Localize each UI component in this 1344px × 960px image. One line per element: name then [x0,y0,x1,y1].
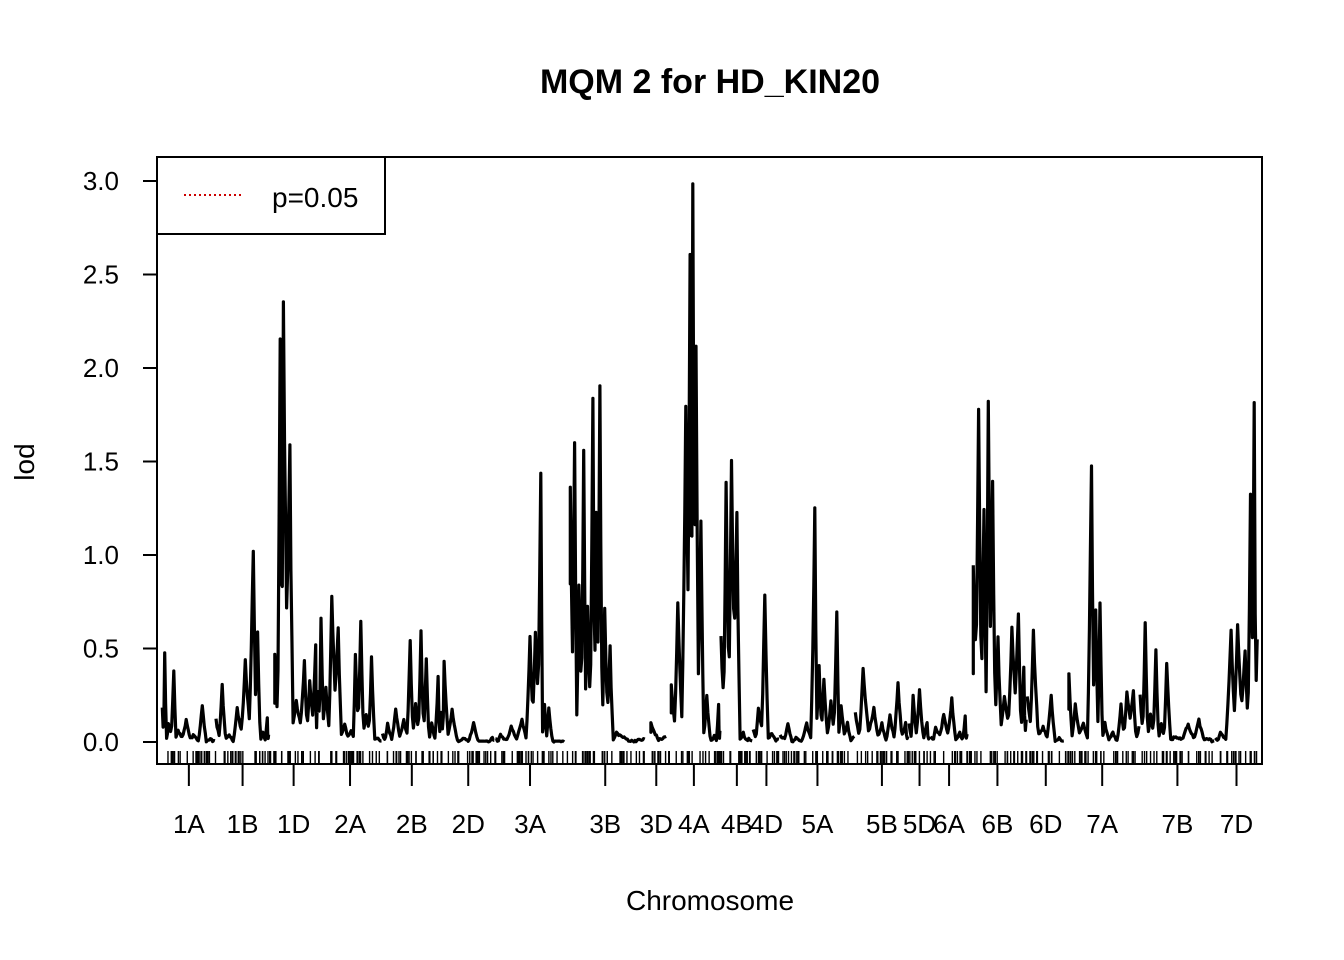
y-tick-label: 1.0 [83,540,119,570]
y-tick-label: 1.5 [83,447,119,477]
x-tick-label-4A: 4A [678,809,710,839]
x-tick-label-2A: 2A [334,809,366,839]
x-tick-label-1A: 1A [173,809,205,839]
x-tick-label-7A: 7A [1086,809,1118,839]
x-tick-label-1B: 1B [227,809,259,839]
y-tick-label: 2.0 [83,353,119,383]
x-tick-label-6D: 6D [1029,809,1062,839]
lod-curve-5B [853,666,910,742]
lod-curve-7A [1067,464,1141,742]
lod-curve-4A [669,182,722,743]
lod-curve-4B [719,458,753,743]
marker-rug [167,751,1258,763]
lod-curve-3B [568,384,646,744]
y-axis-title: lod [9,443,40,480]
lod-curve-5D [907,688,932,741]
x-tick-label-6A: 6A [933,809,965,839]
chart-title: MQM 2 for HD_KIN20 [540,63,880,101]
y-tick-label: 0.5 [83,634,119,664]
x-tick-label-7B: 7B [1162,809,1194,839]
y-tick-label: 3.0 [83,166,119,196]
lod-curve-2B [380,629,443,741]
lod-curve-2D [440,659,496,744]
legend-label: p=0.05 [272,182,358,213]
lod-curve-2A [316,594,382,743]
lod-curve-1B [214,549,271,744]
x-tick-label-2D: 2D [452,809,485,839]
y-tick-label: 2.5 [83,260,119,290]
x-tick-label-3A: 3A [514,809,546,839]
lod-curve-3A [494,471,566,744]
lod-curve-1D [273,300,319,730]
lod-curve-6A [929,696,969,742]
x-tick-label-6B: 6B [982,809,1014,839]
x-tick-label-3B: 3B [589,809,621,839]
y-tick-label: 0.0 [83,727,119,757]
lod-curve-6D [1025,628,1065,743]
lod-curve-5A [778,506,856,744]
x-tick-label-2B: 2B [396,809,428,839]
x-tick-label-1D: 1D [277,809,310,839]
x-axis-title: Chromosome [626,885,794,916]
legend: p=0.05 [156,156,386,235]
lod-curve-3D [649,721,667,743]
lod-curve-1A [160,651,216,744]
lod-curves [160,182,1259,744]
x-tick-label-5D: 5D [903,809,936,839]
y-axis: 0.0 0.5 1.0 1.5 2.0 2.5 3.0 [83,166,157,757]
x-tick-label-5A: 5A [802,809,834,839]
lod-curve-6B [971,399,1028,732]
lod-curve-7B [1138,621,1215,744]
lod-curve-4D [751,593,780,743]
plot-frame [156,156,1263,765]
x-tick-label-7D: 7D [1220,809,1253,839]
x-tick-label-4B: 4B [721,809,753,839]
x-tick-label-4D: 4D [750,809,783,839]
x-tick-label-3D: 3D [640,809,673,839]
lod-curve-7D [1214,401,1259,742]
x-tick-label-5B: 5B [866,809,898,839]
